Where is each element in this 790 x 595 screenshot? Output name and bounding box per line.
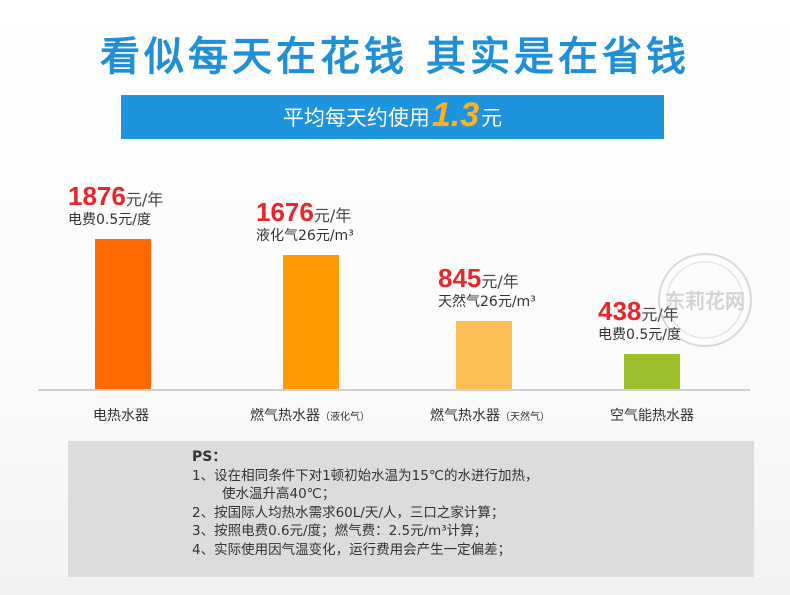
chart-baseline xyxy=(38,389,750,391)
category-label-air-source: 空气能热水器 xyxy=(572,405,732,425)
bar-electric xyxy=(95,239,151,389)
category-name: 燃气热水器 xyxy=(250,408,320,424)
bar-air-source xyxy=(624,353,680,389)
banner-amount: 1.3 xyxy=(431,95,480,134)
ps-line-4: 4、实际使用因气温变化，运行费用会产生一定偏差； xyxy=(192,541,512,558)
ps-line-2: 2、按国际人均热水需求60L/天/人，三口之家计算； xyxy=(192,504,505,521)
price-note: 电费0.5元/度 xyxy=(68,212,151,228)
category-name: 空气能热水器 xyxy=(610,408,694,424)
ps-line-1-cont: 使水温升高40℃； xyxy=(222,486,336,502)
price-note: 液化气26元/m³ xyxy=(256,227,354,244)
value-label-gas-natural: 845元/年 天然气26元/m³ xyxy=(438,263,536,310)
bar-gas-natural xyxy=(456,321,512,389)
banner-suffix: 元 xyxy=(481,106,503,130)
banner-prefix: 平均每天约使用 xyxy=(282,106,430,130)
category-label-electric: 电热水器 xyxy=(41,405,201,425)
category-label-gas-natural: 燃气热水器（天然气） xyxy=(410,405,570,425)
headline: 看似每天在花钱 其实是在省钱 xyxy=(100,34,690,80)
bar-gas-lpg xyxy=(283,254,339,389)
ps-notes-panel xyxy=(68,441,754,577)
category-name: 电热水器 xyxy=(93,408,149,424)
value-number: 438 xyxy=(598,295,642,326)
value-unit: 元/年 xyxy=(641,304,679,324)
value-label-gas-lpg: 1676元/年 液化气26元/m³ xyxy=(256,197,354,244)
value-label-air-source: 438元/年 电费0.5元/度 xyxy=(598,296,681,343)
daily-cost-banner: 平均每天约使用 1.3 元 xyxy=(121,95,664,139)
svg-text:东莉花网: 东莉花网 xyxy=(665,289,745,313)
value-number: 1876 xyxy=(68,181,126,211)
ps-title: PS： xyxy=(192,449,227,465)
price-note: 天然气26元/m³ xyxy=(438,294,536,311)
price-note: 电费0.5元/度 xyxy=(598,326,681,343)
category-sub: （天然气） xyxy=(500,412,550,423)
value-unit: 元/年 xyxy=(481,272,519,292)
value-number: 1676 xyxy=(256,196,314,227)
value-unit: 元/年 xyxy=(313,205,352,225)
ps-notes: PS： 1、设在相同条件下对1顿初始水温为15℃的水进行加热， 使水温升高40℃… xyxy=(192,448,539,559)
ps-line-1: 1、设在相同条件下对1顿初始水温为15℃的水进行加热， xyxy=(192,467,539,484)
ps-line-3: 3、按照电费0.6元/度；燃气费：2.5元/m³计算； xyxy=(192,523,488,539)
category-label-gas-lpg: 燃气热水器（液化气） xyxy=(230,405,390,425)
category-name: 燃气热水器 xyxy=(430,408,500,424)
watermark-logo: 东莉花网 xyxy=(645,248,765,353)
watermark-emblem-icon: 东莉花网 xyxy=(658,253,752,347)
value-label-electric: 1876元/年 电费0.5元/度 xyxy=(68,181,163,228)
category-sub: （液化气） xyxy=(320,412,370,423)
value-unit: 元/年 xyxy=(125,190,164,209)
value-number: 845 xyxy=(438,263,482,294)
